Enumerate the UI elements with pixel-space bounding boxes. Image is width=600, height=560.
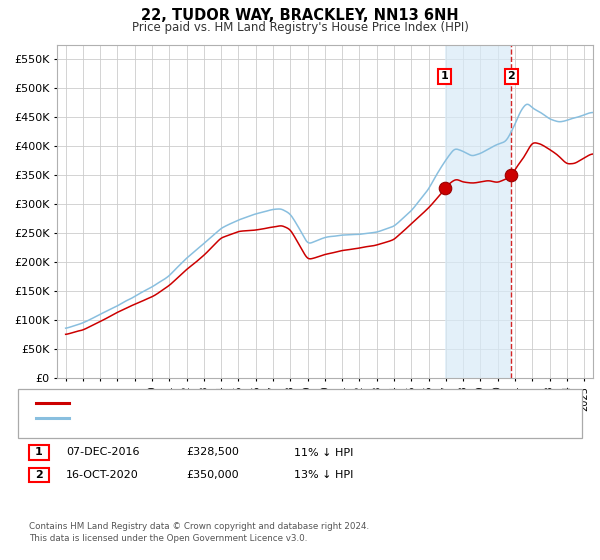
Text: 2: 2: [508, 72, 515, 81]
Text: 13% ↓ HPI: 13% ↓ HPI: [294, 470, 353, 480]
Text: HPI: Average price, detached house, West Northamptonshire: HPI: Average price, detached house, West…: [75, 413, 407, 423]
Text: Price paid vs. HM Land Registry's House Price Index (HPI): Price paid vs. HM Land Registry's House …: [131, 21, 469, 34]
Text: £350,000: £350,000: [186, 470, 239, 480]
Text: Contains HM Land Registry data © Crown copyright and database right 2024.
This d: Contains HM Land Registry data © Crown c…: [29, 522, 369, 543]
Text: 07-DEC-2016: 07-DEC-2016: [66, 447, 139, 458]
Text: 16-OCT-2020: 16-OCT-2020: [66, 470, 139, 480]
Text: 22, TUDOR WAY, BRACKLEY, NN13 6NH (detached house): 22, TUDOR WAY, BRACKLEY, NN13 6NH (detac…: [75, 398, 388, 408]
Text: 22, TUDOR WAY, BRACKLEY, NN13 6NH: 22, TUDOR WAY, BRACKLEY, NN13 6NH: [141, 8, 459, 24]
Bar: [445, 45, 511, 378]
Text: £328,500: £328,500: [186, 447, 239, 458]
Text: 2: 2: [35, 470, 43, 480]
Text: 1: 1: [440, 72, 448, 81]
Text: 1: 1: [35, 447, 43, 458]
Text: 11% ↓ HPI: 11% ↓ HPI: [294, 447, 353, 458]
